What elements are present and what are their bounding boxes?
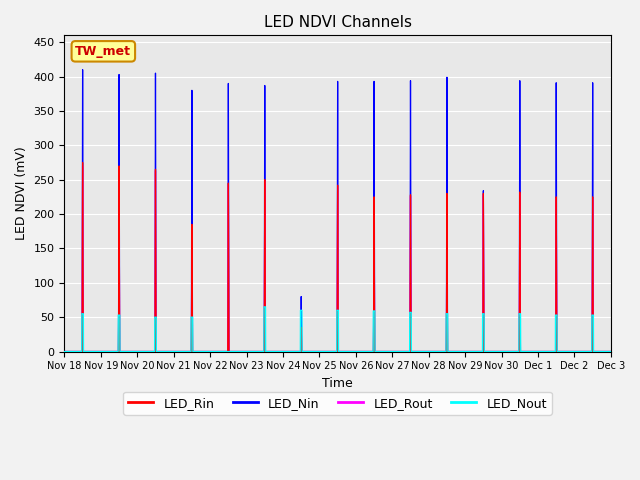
Y-axis label: LED NDVI (mV): LED NDVI (mV) [15,146,28,240]
Legend: LED_Rin, LED_Nin, LED_Rout, LED_Nout: LED_Rin, LED_Nin, LED_Rout, LED_Nout [124,392,552,415]
Title: LED NDVI Channels: LED NDVI Channels [264,15,412,30]
Text: TW_met: TW_met [76,45,131,58]
X-axis label: Time: Time [323,377,353,390]
